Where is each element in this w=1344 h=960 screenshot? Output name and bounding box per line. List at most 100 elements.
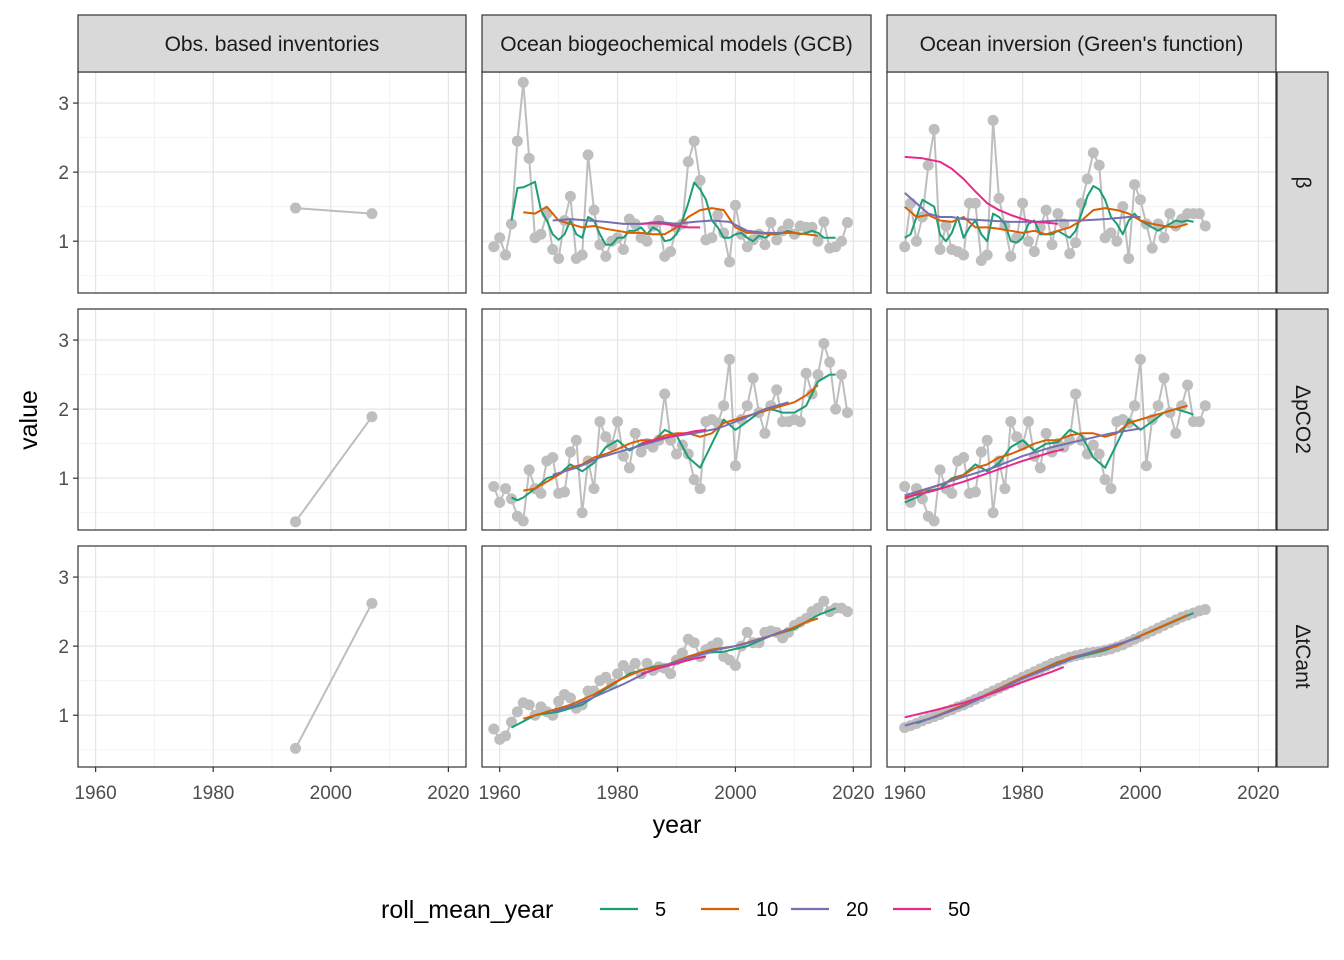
- raw-data-point: [1028, 246, 1040, 258]
- raw-data-point: [688, 474, 700, 486]
- x-tick-label: 2020: [1237, 783, 1279, 804]
- raw-data-point: [718, 400, 730, 412]
- raw-data-point: [547, 243, 559, 255]
- x-tick-label: 1980: [1001, 783, 1043, 804]
- raw-data-point: [1111, 235, 1123, 247]
- raw-data-point: [576, 507, 588, 519]
- raw-data-point: [836, 235, 848, 247]
- raw-data-point: [665, 246, 677, 258]
- raw-data-point: [505, 493, 517, 505]
- raw-data-point: [505, 218, 517, 230]
- rolling-mean-line-20: [904, 427, 1141, 497]
- rolling-mean-line-50: [640, 655, 707, 675]
- rolling-mean-line-20: [552, 627, 789, 713]
- raw-data-point: [635, 446, 647, 458]
- raw-data-point: [641, 235, 653, 247]
- column-strip-label: Obs. based inventories: [165, 33, 380, 56]
- raw-series-line: [294, 416, 373, 523]
- raw-data-point: [729, 460, 741, 472]
- raw-data-point: [665, 668, 677, 680]
- raw-data-point: [818, 595, 830, 607]
- raw-series-line: [294, 602, 373, 749]
- raw-data-point: [1005, 250, 1017, 262]
- row-strip-label: ΔpCO2: [1291, 385, 1314, 454]
- raw-data-point: [1199, 220, 1211, 232]
- raw-data-point: [612, 416, 624, 428]
- raw-data-point: [1164, 208, 1176, 220]
- panel-data-0-1: [488, 76, 853, 268]
- raw-data-point: [1105, 483, 1117, 495]
- y-tick-label: 1: [58, 469, 69, 490]
- raw-data-point: [818, 216, 830, 228]
- raw-data-point: [782, 218, 794, 230]
- y-tick-label: 2: [58, 637, 69, 658]
- raw-data-point: [771, 234, 783, 246]
- raw-data-point: [366, 597, 378, 609]
- raw-data-point: [958, 451, 970, 463]
- x-tick-label: 2000: [310, 783, 352, 804]
- raw-data-point: [366, 411, 378, 423]
- raw-data-point: [928, 123, 940, 135]
- raw-data-point: [290, 202, 302, 214]
- column-strip-label: Ocean inversion (Green's function): [920, 33, 1244, 56]
- row-strip-label: β: [1291, 176, 1314, 188]
- raw-data-point: [523, 152, 535, 164]
- x-axis-title: year: [653, 811, 702, 839]
- x-tick-label: 1960: [74, 783, 116, 804]
- panel-border: [77, 545, 467, 768]
- raw-data-point: [1040, 204, 1052, 216]
- raw-data-point: [629, 427, 641, 439]
- raw-data-point: [511, 706, 523, 718]
- legend-label: 10: [756, 899, 778, 921]
- raw-data-point: [600, 250, 612, 262]
- raw-data-point: [612, 668, 624, 680]
- raw-data-point: [1193, 416, 1205, 428]
- raw-data-point: [1117, 201, 1129, 213]
- raw-data-point: [1193, 208, 1205, 220]
- y-tick-label: 2: [58, 163, 69, 184]
- panel-data-1-2: [899, 353, 1211, 527]
- legend-label: 5: [655, 899, 666, 921]
- raw-data-point: [1199, 400, 1211, 412]
- panel-border: [77, 308, 467, 531]
- raw-data-point: [1034, 462, 1046, 474]
- raw-data-point: [1134, 353, 1146, 365]
- rolling-mean-line-10: [523, 384, 819, 492]
- raw-data-point: [1158, 232, 1170, 244]
- raw-data-point: [987, 507, 999, 519]
- panel-0-2: [887, 72, 1276, 293]
- raw-data-point: [535, 228, 547, 240]
- raw-data-point: [841, 407, 853, 419]
- raw-data-point: [1052, 208, 1064, 220]
- raw-data-point: [559, 486, 571, 498]
- raw-data-point: [1152, 400, 1164, 412]
- rolling-mean-line-50: [904, 155, 1059, 225]
- y-tick-label: 1: [58, 706, 69, 727]
- x-tick-label: 2000: [714, 783, 756, 804]
- raw-data-point: [836, 369, 848, 381]
- raw-data-point: [523, 464, 535, 476]
- raw-data-point: [724, 256, 736, 268]
- raw-data-point: [934, 243, 946, 255]
- raw-data-point: [1011, 431, 1023, 443]
- panel-border: [886, 545, 1277, 768]
- raw-data-point: [671, 448, 682, 460]
- raw-data-point: [594, 239, 606, 251]
- y-tick-label: 3: [58, 568, 69, 589]
- raw-data-point: [922, 159, 934, 171]
- raw-data-point: [806, 221, 818, 233]
- rolling-mean-line-10: [523, 205, 819, 237]
- raw-data-point: [934, 464, 946, 476]
- raw-data-point: [999, 483, 1011, 495]
- raw-data-point: [564, 190, 576, 202]
- panel-0-0: [78, 72, 466, 293]
- raw-data-point: [712, 209, 724, 221]
- raw-data-point: [517, 515, 529, 527]
- row-strip: [1276, 71, 1329, 294]
- raw-data-point: [594, 416, 606, 428]
- column-strip: [481, 14, 872, 73]
- raw-data-point: [1093, 159, 1105, 171]
- raw-data-point: [794, 416, 806, 428]
- panel-data-2-2: [899, 604, 1211, 734]
